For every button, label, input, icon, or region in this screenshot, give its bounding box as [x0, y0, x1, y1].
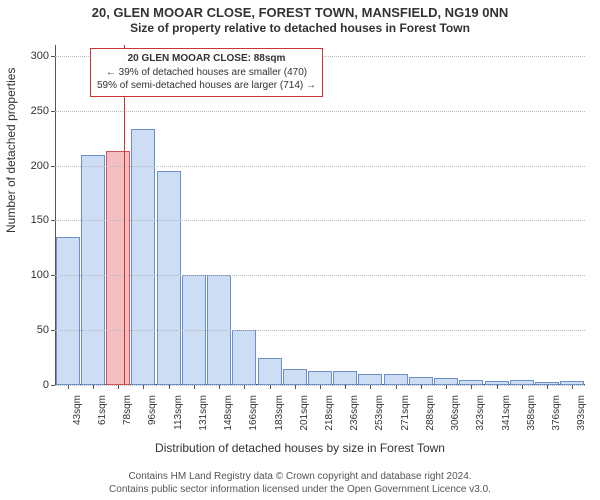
- bar: [409, 377, 433, 385]
- xtick-mark: [270, 385, 271, 389]
- xtick-mark: [219, 385, 220, 389]
- ytick-label: 150: [31, 214, 55, 226]
- gridline: [55, 220, 585, 221]
- bar: [434, 378, 458, 385]
- xtick-mark: [370, 385, 371, 389]
- xtick-label: 201sqm: [299, 391, 310, 431]
- xtick-mark: [396, 385, 397, 389]
- xtick-label: 131sqm: [198, 391, 209, 431]
- xtick-mark: [497, 385, 498, 389]
- title-line-2: Size of property relative to detached ho…: [0, 21, 600, 36]
- xtick-label: 43sqm: [72, 391, 83, 425]
- xtick-label: 218sqm: [324, 391, 335, 431]
- xtick-label: 148sqm: [223, 391, 234, 431]
- bar: [131, 129, 155, 385]
- chart-container: 20, GLEN MOOAR CLOSE, FOREST TOWN, MANSF…: [0, 0, 600, 500]
- xtick-mark: [68, 385, 69, 389]
- ytick-label: 300: [31, 50, 55, 62]
- xtick-mark: [471, 385, 472, 389]
- plot-inner: 050100150200250300 43sqm61sqm78sqm96sqm1…: [55, 45, 585, 385]
- xtick-label: 96sqm: [147, 391, 158, 425]
- gridline: [55, 330, 585, 331]
- bar: [308, 371, 332, 385]
- ytick-label: 200: [31, 160, 55, 172]
- xtick-label: 113sqm: [173, 391, 184, 430]
- xtick-mark: [446, 385, 447, 389]
- bar: [258, 358, 282, 385]
- xtick-label: 323sqm: [475, 391, 486, 431]
- xtick-mark: [118, 385, 119, 389]
- xtick-mark: [345, 385, 346, 389]
- bar: [384, 374, 408, 385]
- xtick-label: 376sqm: [551, 391, 562, 431]
- chart-title: 20, GLEN MOOAR CLOSE, FOREST TOWN, MANSF…: [0, 0, 600, 36]
- bar: [56, 237, 80, 385]
- bar: [333, 371, 357, 385]
- xtick-label: 393sqm: [576, 391, 587, 431]
- bar: [232, 330, 256, 385]
- bar: [358, 374, 382, 385]
- ytick-label: 250: [31, 105, 55, 117]
- footer-line-1: Contains HM Land Registry data © Crown c…: [0, 470, 600, 483]
- gridline: [55, 275, 585, 276]
- ytick-label: 0: [43, 379, 55, 391]
- annotation-line-left: ← 39% of detached houses are smaller (47…: [97, 66, 316, 80]
- xtick-mark: [143, 385, 144, 389]
- xtick-label: 183sqm: [274, 391, 285, 431]
- annotation-line-right: 59% of semi-detached houses are larger (…: [97, 79, 316, 93]
- xtick-mark: [320, 385, 321, 389]
- footer: Contains HM Land Registry data © Crown c…: [0, 470, 600, 496]
- xtick-mark: [547, 385, 548, 389]
- xtick-label: 253sqm: [374, 391, 385, 431]
- xtick-mark: [295, 385, 296, 389]
- ytick-label: 50: [37, 324, 55, 336]
- xtick-mark: [244, 385, 245, 389]
- annotation-title: 20 GLEN MOOAR CLOSE: 88sqm: [97, 52, 316, 66]
- title-line-1: 20, GLEN MOOAR CLOSE, FOREST TOWN, MANSF…: [0, 5, 600, 21]
- xtick-mark: [572, 385, 573, 389]
- bar: [283, 369, 307, 385]
- xtick-label: 271sqm: [400, 391, 411, 431]
- bar: [157, 171, 181, 385]
- xtick-mark: [93, 385, 94, 389]
- xtick-label: 78sqm: [122, 391, 133, 425]
- xtick-label: 306sqm: [450, 391, 461, 431]
- ytick-label: 100: [31, 269, 55, 281]
- gridline: [55, 111, 585, 112]
- bar: [106, 151, 130, 385]
- gridline: [55, 166, 585, 167]
- annotation-box: 20 GLEN MOOAR CLOSE: 88sqm ← 39% of deta…: [90, 48, 323, 97]
- y-axis-label: Number of detached properties: [4, 68, 18, 233]
- xtick-label: 236sqm: [349, 391, 360, 431]
- plot-area: 050100150200250300 43sqm61sqm78sqm96sqm1…: [55, 45, 585, 385]
- xtick-label: 341sqm: [501, 391, 512, 431]
- xtick-label: 358sqm: [526, 391, 537, 431]
- bar: [81, 155, 105, 385]
- xtick-label: 61sqm: [97, 391, 108, 425]
- footer-line-2: Contains public sector information licen…: [0, 483, 600, 496]
- xtick-label: 288sqm: [425, 391, 436, 431]
- xtick-mark: [194, 385, 195, 389]
- xtick-label: 166sqm: [248, 391, 259, 431]
- xtick-mark: [421, 385, 422, 389]
- xtick-mark: [169, 385, 170, 389]
- xtick-mark: [522, 385, 523, 389]
- x-axis-label: Distribution of detached houses by size …: [0, 441, 600, 455]
